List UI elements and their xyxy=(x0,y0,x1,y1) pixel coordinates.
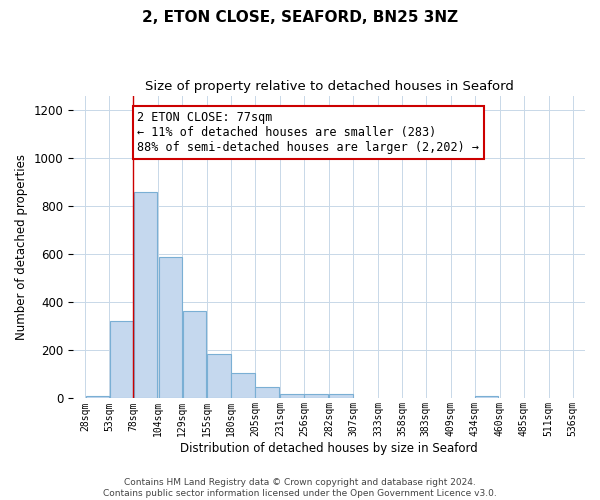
Y-axis label: Number of detached properties: Number of detached properties xyxy=(15,154,28,340)
Bar xyxy=(256,387,279,398)
Bar xyxy=(158,256,182,398)
Bar xyxy=(304,394,328,398)
Text: Contains HM Land Registry data © Crown copyright and database right 2024.
Contai: Contains HM Land Registry data © Crown c… xyxy=(103,478,497,498)
Bar xyxy=(208,354,231,399)
Bar xyxy=(475,396,499,398)
Bar xyxy=(86,396,109,398)
Bar xyxy=(280,394,304,398)
Text: 2, ETON CLOSE, SEAFORD, BN25 3NZ: 2, ETON CLOSE, SEAFORD, BN25 3NZ xyxy=(142,10,458,25)
Bar xyxy=(110,322,133,398)
Bar xyxy=(134,192,157,398)
Bar xyxy=(182,310,206,398)
Text: 2 ETON CLOSE: 77sqm
← 11% of detached houses are smaller (283)
88% of semi-detac: 2 ETON CLOSE: 77sqm ← 11% of detached ho… xyxy=(137,111,479,154)
Bar xyxy=(329,394,353,398)
Title: Size of property relative to detached houses in Seaford: Size of property relative to detached ho… xyxy=(145,80,514,93)
Bar xyxy=(232,373,255,398)
X-axis label: Distribution of detached houses by size in Seaford: Distribution of detached houses by size … xyxy=(180,442,478,455)
